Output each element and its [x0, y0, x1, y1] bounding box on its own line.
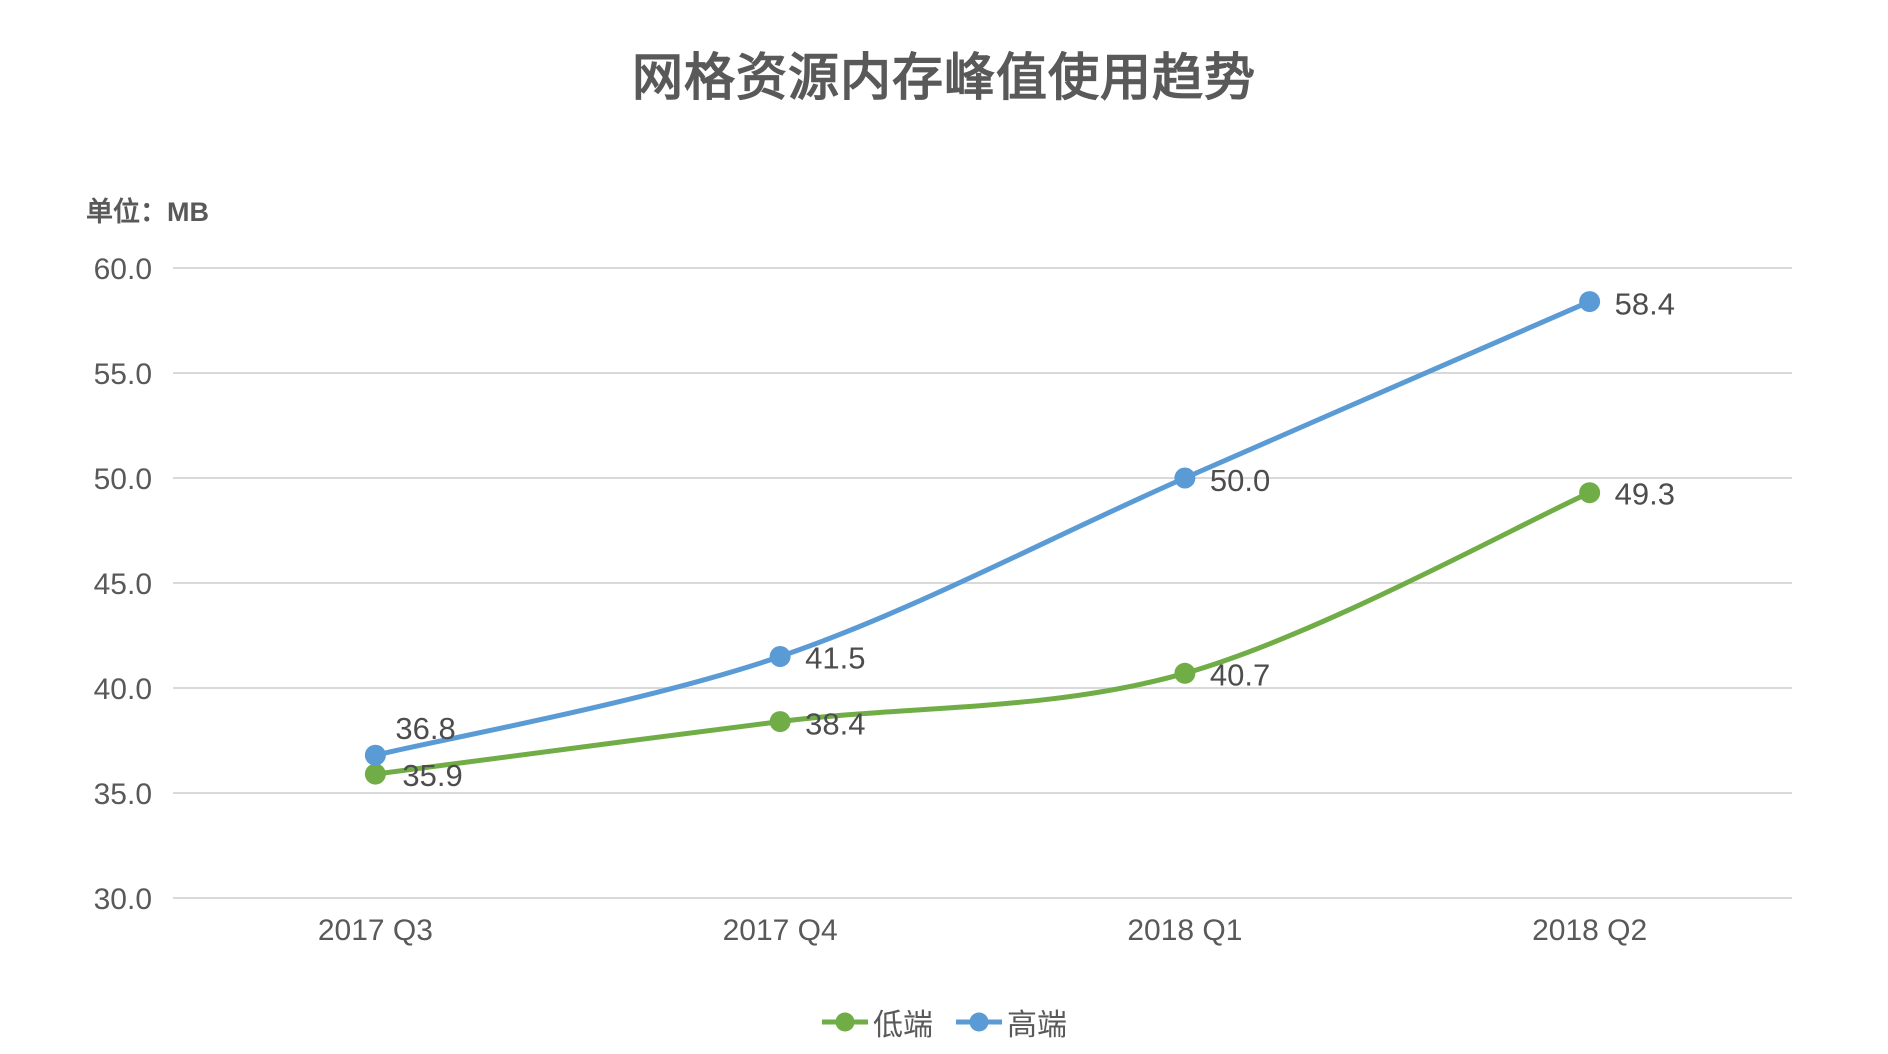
y-axis-tick-label: 60.0 — [94, 253, 152, 286]
legend-item-high: 高端 — [955, 1000, 1067, 1044]
x-axis-tick-label: 2018 Q2 — [1532, 914, 1647, 947]
data-label: 38.4 — [805, 707, 865, 742]
data-point-marker — [1579, 482, 1601, 504]
data-point-marker — [769, 646, 791, 667]
data-label: 35.9 — [402, 758, 462, 793]
y-axis-tick-label: 30.0 — [94, 883, 152, 916]
unit-label: 单位：MB — [86, 197, 209, 227]
legend: 低端 高端 — [0, 1000, 1888, 1044]
x-axis-tick-label: 2017 Q3 — [318, 914, 433, 947]
data-point-marker — [769, 711, 791, 733]
series-line — [372, 490, 1593, 777]
legend-label-high: 高端 — [1007, 1009, 1067, 1042]
y-axis-tick-label: 45.0 — [94, 568, 152, 601]
legend-line-marker-icon — [956, 1012, 1002, 1032]
legend-label-low: 低端 — [873, 1009, 933, 1042]
data-point-marker — [1579, 291, 1601, 313]
data-point-marker — [364, 763, 386, 785]
legend-line-marker-icon — [822, 1012, 868, 1032]
data-point-marker — [1174, 467, 1196, 489]
x-axis-tick-label: 2018 Q1 — [1127, 914, 1242, 947]
y-axis-tick-label: 40.0 — [94, 673, 152, 706]
data-point-marker — [1174, 662, 1196, 684]
y-axis-tick-label: 55.0 — [94, 358, 152, 391]
data-label: 36.8 — [395, 711, 455, 746]
x-axis-tick-label: 2017 Q4 — [723, 914, 838, 947]
y-axis-tick-label: 50.0 — [94, 463, 152, 496]
chart-title: 网格资源内存峰值使用趋势 — [631, 49, 1256, 106]
data-label: 40.7 — [1210, 657, 1270, 692]
legend-item-low: 低端 — [821, 1000, 933, 1044]
data-label: 58.4 — [1615, 287, 1675, 322]
y-axis-tick-label: 35.0 — [94, 778, 152, 811]
data-label: 50.0 — [1210, 463, 1270, 498]
series-line — [372, 299, 1593, 758]
data-point-marker — [364, 744, 386, 766]
data-label: 41.5 — [805, 641, 865, 676]
data-label: 49.3 — [1615, 477, 1675, 512]
